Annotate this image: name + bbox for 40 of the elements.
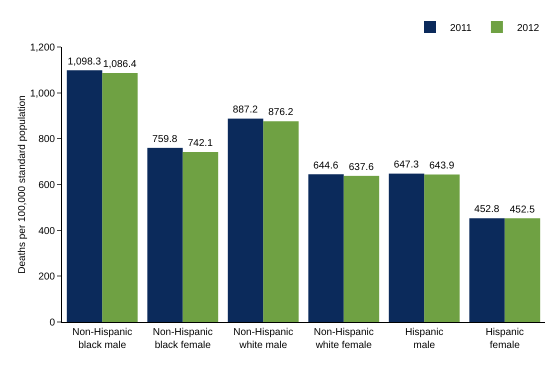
data-label: 759.8 <box>152 134 178 145</box>
data-label: 1,098.3 <box>68 56 102 68</box>
x-tick-label: Non-Hispanic white male <box>233 327 294 351</box>
x-tick-label: Non-Hispanic white female <box>314 327 374 351</box>
y-tick-label: 1,000 <box>30 88 56 100</box>
data-label: 452.5 <box>510 204 536 216</box>
legend-label: 2012 <box>516 22 540 34</box>
data-label: 644.6 <box>313 160 339 172</box>
x-tick-label: Hispanic female <box>486 327 524 351</box>
bar <box>424 174 460 322</box>
bar <box>469 218 505 322</box>
bar <box>308 174 344 322</box>
data-label: 742.1 <box>188 138 214 149</box>
data-label: 637.6 <box>348 162 374 173</box>
data-label: 452.8 <box>474 204 500 216</box>
bar <box>388 174 424 322</box>
y-tick-label: 0 <box>49 318 56 328</box>
legend-label: 2011 <box>450 22 472 34</box>
x-tick-label: Non-Hispanic black female <box>152 327 213 351</box>
x-tick-label: Hispanic male <box>405 327 444 351</box>
bar <box>344 176 380 322</box>
y-tick-label: 600 <box>38 180 56 191</box>
data-label: 876.2 <box>268 107 294 118</box>
y-tick-label: 1,200 <box>30 42 56 54</box>
y-axis-title: Deaths per 100,000 standard population <box>16 95 28 274</box>
bar <box>102 73 138 322</box>
y-tick-label: 800 <box>38 134 56 146</box>
data-label: 643.9 <box>429 160 455 172</box>
bar <box>182 152 218 322</box>
data-label: 647.3 <box>394 160 420 171</box>
data-label: 1,086.4 <box>103 59 137 70</box>
bar <box>228 118 264 322</box>
bar <box>147 148 183 322</box>
data-label: 887.2 <box>232 104 258 116</box>
x-tick-label: Non-Hispanic black male <box>72 327 132 351</box>
y-tick-label: 200 <box>38 272 56 283</box>
bar <box>263 121 299 322</box>
bar <box>504 218 540 322</box>
y-tick-label: 400 <box>38 226 56 237</box>
bar <box>66 70 102 322</box>
